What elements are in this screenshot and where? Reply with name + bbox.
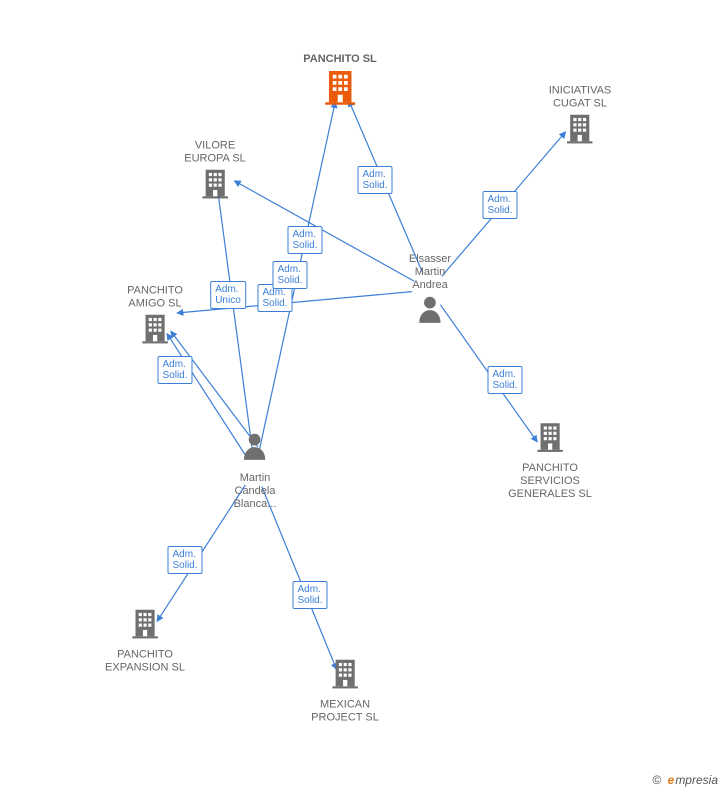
node-label: VILORE EUROPA SL xyxy=(184,140,246,166)
brand-rest: mpresia xyxy=(675,773,718,787)
node-elsasser: Elsasser Martin Andrea xyxy=(409,249,451,331)
edge-elsasser-servicios xyxy=(440,305,537,442)
edge-elsasser-amigo xyxy=(177,292,412,313)
edge-label: Adm. Solid. xyxy=(257,284,292,312)
edge-elsasser-iniciativas xyxy=(442,132,566,277)
node-label: Elsasser Martin Andrea xyxy=(409,253,451,292)
edges-layer xyxy=(0,0,728,795)
node-label: Martin Candela Blanca... xyxy=(234,472,277,511)
edge-elsasser-vilore xyxy=(234,181,414,282)
node-panchito: PANCHITO SL xyxy=(303,49,377,111)
brand-initial: e xyxy=(668,773,675,787)
edge-martin-vilore xyxy=(218,192,253,452)
building-icon xyxy=(328,656,362,690)
edge-elsasser-panchito xyxy=(349,100,423,273)
building-icon xyxy=(320,66,360,106)
node-mexican: MEXICAN PROJECT SL xyxy=(311,656,379,725)
edge-label: Adm. Solid. xyxy=(487,366,522,394)
edge-label: Adm. Solid. xyxy=(292,581,327,609)
edge-label: Adm. Solid. xyxy=(482,191,517,219)
edge-martin-amigo xyxy=(167,333,245,454)
building-icon xyxy=(563,111,597,145)
node-label: PANCHITO SERVICIOS GENERALES SL xyxy=(508,462,592,501)
node-expansion: PANCHITO EXPANSION SL xyxy=(105,606,185,675)
edge-martin-panchito xyxy=(259,101,335,452)
node-label: MEXICAN PROJECT SL xyxy=(311,699,379,725)
building-icon xyxy=(138,311,172,345)
edge-label: Adm. Solid. xyxy=(357,166,392,194)
building-icon xyxy=(128,606,162,640)
diagram-stage: PANCHITO SL INICIATIVAS CUGAT SL VILORE … xyxy=(0,0,728,795)
node-amigo: PANCHITO AMIGO SL xyxy=(127,281,183,350)
person-icon xyxy=(413,292,447,326)
building-icon xyxy=(533,419,567,453)
edge-label: Adm. Unico xyxy=(210,281,246,309)
node-vilore: VILORE EUROPA SL xyxy=(184,136,246,205)
building-icon xyxy=(198,166,232,200)
node-martin: Martin Candela Blanca... xyxy=(234,429,277,511)
edge-label: Adm. Solid. xyxy=(272,261,307,289)
edge-martin-amigo xyxy=(171,331,258,447)
edge-label: Adm. Solid. xyxy=(167,546,202,574)
node-label: PANCHITO AMIGO SL xyxy=(127,285,183,311)
node-label: PANCHITO SL xyxy=(303,53,377,66)
edge-martin-expansion xyxy=(157,485,245,621)
edge-label: Adm. Solid. xyxy=(157,356,192,384)
attribution: © empresia xyxy=(652,773,718,787)
node-label: PANCHITO EXPANSION SL xyxy=(105,649,185,675)
edge-martin-mexican xyxy=(262,487,337,670)
node-servicios: PANCHITO SERVICIOS GENERALES SL xyxy=(508,419,592,501)
node-label: INICIATIVAS CUGAT SL xyxy=(549,85,612,111)
node-iniciativas: INICIATIVAS CUGAT SL xyxy=(549,81,612,150)
person-icon xyxy=(238,429,272,463)
edge-label: Adm. Solid. xyxy=(287,226,322,254)
copyright-symbol: © xyxy=(652,773,661,787)
